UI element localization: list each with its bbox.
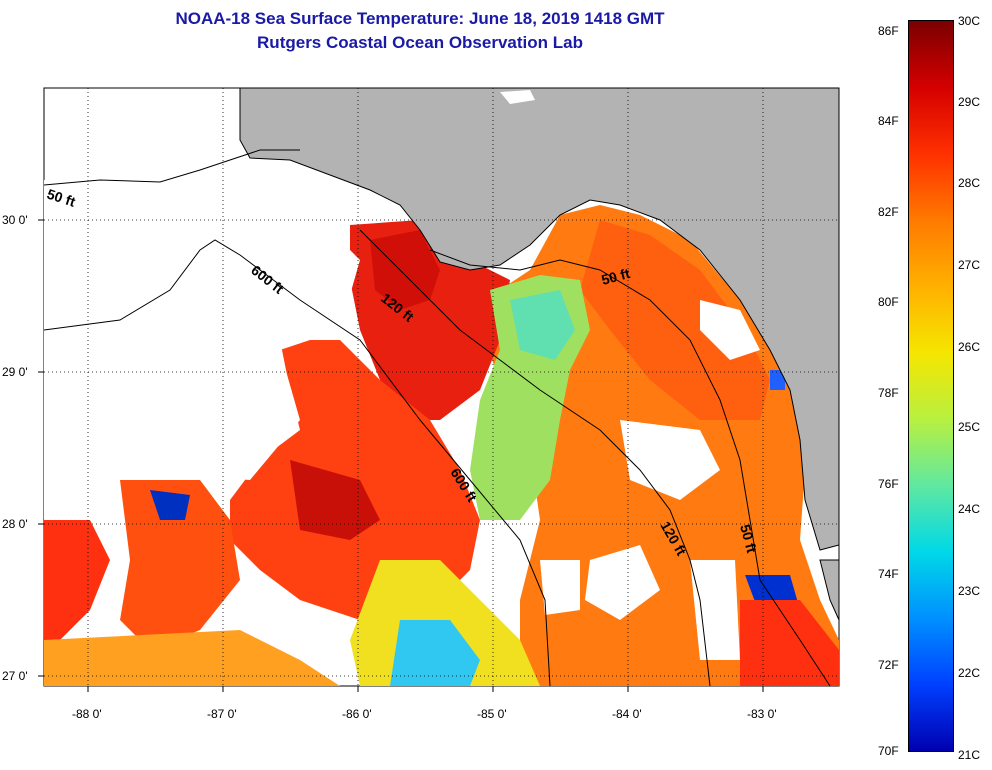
colorbar-c-label: 29C	[958, 95, 981, 109]
lon-tick-label: -84 0'	[612, 707, 642, 721]
colorbar-c-label: 23C	[958, 584, 981, 598]
colorbar-c-label: 24C	[958, 502, 981, 516]
colorbar-f-label: 72F	[878, 658, 899, 672]
lat-tick-label: 29 0'	[2, 365, 28, 379]
lon-tick-label: -88 0'	[72, 707, 102, 721]
colorbar-c-label: 22C	[958, 666, 981, 680]
colorbar-c-label: 27C	[958, 258, 981, 272]
colorbar-c-label: 26C	[958, 340, 981, 354]
colorbar-f-label: 74F	[878, 567, 899, 581]
colorbar-f-label: 82F	[878, 205, 899, 219]
colorbar-c-label: 28C	[958, 176, 981, 190]
bathymetry-contours	[44, 149, 831, 686]
colorbar-f-label: 86F	[878, 24, 899, 38]
colorbar-c-label: 21C	[958, 748, 981, 762]
colorbar-f-label: 84F	[878, 114, 899, 128]
colorbar-f-label: 78F	[878, 386, 899, 400]
colorbar-c-label: 30C	[958, 14, 981, 28]
lon-tick-label: -85 0'	[477, 707, 507, 721]
lat-tick-label: 30 0'	[2, 213, 28, 227]
axis-ticks	[38, 219, 764, 692]
map-title: NOAA-18 Sea Surface Temperature: June 18…	[175, 9, 665, 28]
land-mass	[239, 88, 839, 551]
lat-tick-label: 28 0'	[2, 517, 28, 531]
lon-tick-label: -86 0'	[342, 707, 372, 721]
lon-tick-label: -83 0'	[747, 707, 777, 721]
contour-label-50ft-east: 50 ft	[737, 523, 760, 555]
lon-tick-label: -87 0'	[207, 707, 237, 721]
colorbar-f-label: 70F	[878, 744, 899, 758]
colorbar-f-label: 80F	[878, 295, 899, 309]
contour-label-50ft-north: 50 ft	[600, 265, 632, 288]
graticule	[44, 88, 839, 686]
cloud-mask	[44, 88, 760, 660]
temperature-colorbar	[908, 20, 954, 752]
colorbar-c-label: 25C	[958, 420, 981, 434]
colorbar-f-label: 76F	[878, 477, 899, 491]
map-subtitle: Rutgers Coastal Ocean Observation Lab	[257, 33, 583, 52]
lat-tick-label: 27 0'	[2, 669, 28, 683]
